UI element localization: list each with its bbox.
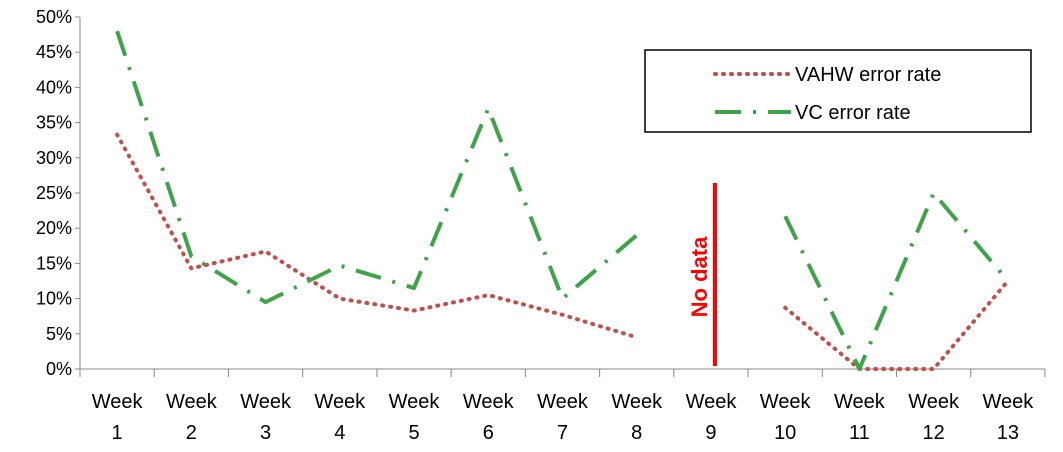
series-1 — [115, 132, 1010, 371]
y-tick-label: 45% — [36, 42, 72, 62]
x-tick-label: 8 — [631, 422, 642, 444]
no-data-label: No data — [687, 236, 712, 317]
x-tick-label: 12 — [923, 422, 945, 444]
x-tick-label: 1 — [112, 422, 123, 444]
y-axis: 0% 5% 10% 15% 20% 25% 30% 35% 40% 45% 50% — [36, 7, 81, 379]
series-line — [115, 30, 639, 305]
x-tick-label: 10 — [774, 422, 796, 444]
series-line — [115, 132, 639, 340]
x-tick-label: Week — [389, 391, 441, 413]
x-tick-label: Week — [611, 391, 663, 413]
x-axis: Week 1 Week 2 Week 3 Week 4 Week 5 Week 6 Week 7 Week 8… — [79, 368, 1046, 444]
legend: VAHW error rate VC error rate — [644, 49, 1032, 133]
no-data-annotation: No data — [687, 183, 717, 366]
x-tick-label: 2 — [186, 422, 197, 444]
x-tick-label: 11 — [849, 422, 870, 444]
series-line — [783, 279, 1010, 371]
x-tick-label: 7 — [557, 422, 568, 444]
x-tick-label: 5 — [408, 422, 419, 444]
x-tick-label: Week — [166, 391, 218, 413]
x-tick-label: Week — [686, 391, 738, 413]
x-tick-label: Week — [240, 391, 292, 413]
y-tick-label: 20% — [36, 218, 72, 238]
legend-box — [644, 49, 1032, 133]
x-tick-label: Week — [463, 391, 515, 413]
x-tick-label: 9 — [705, 422, 716, 444]
x-tick-label: Week — [908, 391, 960, 413]
legend-label: VAHW error rate — [795, 64, 941, 86]
series-lines — [115, 30, 1010, 371]
series-line — [783, 191, 1010, 371]
y-tick-label: 35% — [36, 113, 72, 133]
series-2 — [115, 30, 1010, 371]
y-tick-label: 50% — [36, 7, 72, 27]
legend-label: VC error rate — [795, 102, 911, 124]
x-tick-label: Week — [537, 391, 589, 413]
y-tick-label: 30% — [36, 148, 72, 168]
x-tick-label: Week — [760, 391, 812, 413]
y-tick-label: 0% — [46, 359, 72, 379]
y-tick-label: 5% — [46, 324, 72, 344]
x-tick-label: 3 — [260, 422, 271, 444]
y-tick-label: 40% — [36, 77, 72, 97]
x-tick-label: Week — [834, 391, 886, 413]
y-tick-label: 10% — [36, 289, 72, 309]
y-tick-label: 25% — [36, 183, 72, 203]
y-tick-label: 15% — [36, 253, 72, 273]
x-tick-label: Week — [314, 391, 366, 413]
x-tick-label: 6 — [483, 422, 494, 444]
x-tick-label: 4 — [334, 422, 345, 444]
x-tick-label: Week — [983, 391, 1035, 413]
x-tick-label: Week — [92, 391, 144, 413]
x-tick-label: 13 — [997, 422, 1019, 444]
